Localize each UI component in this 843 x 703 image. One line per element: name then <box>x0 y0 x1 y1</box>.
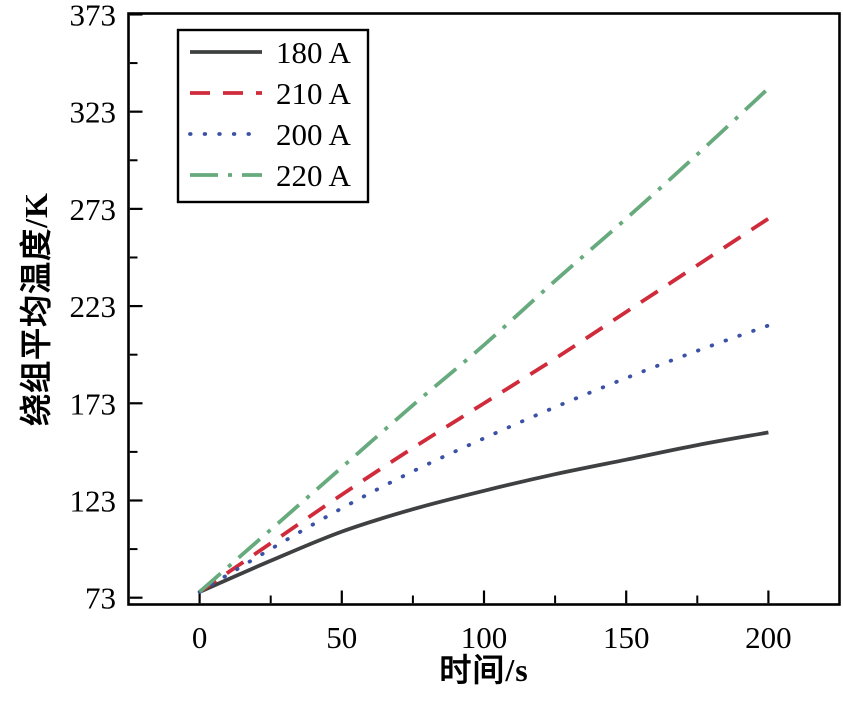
legend: 180 A 210 A 200 A 220 A <box>176 28 370 204</box>
y-tick-label: 73 <box>85 581 116 616</box>
y-tick-label: 173 <box>70 386 117 421</box>
legend-entry: 200 A <box>188 117 352 152</box>
x-tick-label: 200 <box>745 620 792 655</box>
y-tick-label: 123 <box>70 483 117 518</box>
series-line-220a <box>198 86 770 594</box>
legend-label: 200 A <box>276 117 352 152</box>
legend-entry: 220 A <box>190 158 352 193</box>
y-tick-label: 373 <box>70 0 117 32</box>
series-line-180a <box>198 430 769 594</box>
legend-entry: 210 A <box>190 76 352 111</box>
legend-label: 220 A <box>276 158 352 193</box>
y-tick-label: 323 <box>70 95 117 130</box>
x-tick-label: 150 <box>603 620 650 655</box>
y-tick-label: 273 <box>70 192 117 227</box>
legend-entry: 180 A <box>190 35 352 70</box>
y-axis-title: 绕组平均温度/K <box>18 192 54 426</box>
y-tick-label: 223 <box>70 289 117 324</box>
legend-label: 180 A <box>276 35 352 70</box>
x-axis-title: 时间/s <box>439 652 529 688</box>
x-tick-label: 50 <box>326 620 357 655</box>
series-line-210a <box>198 217 770 594</box>
x-tick-label: 0 <box>192 620 208 655</box>
series-line-200a <box>197 323 771 594</box>
legend-label: 210 A <box>276 76 352 111</box>
x-tick-label: 100 <box>461 620 508 655</box>
